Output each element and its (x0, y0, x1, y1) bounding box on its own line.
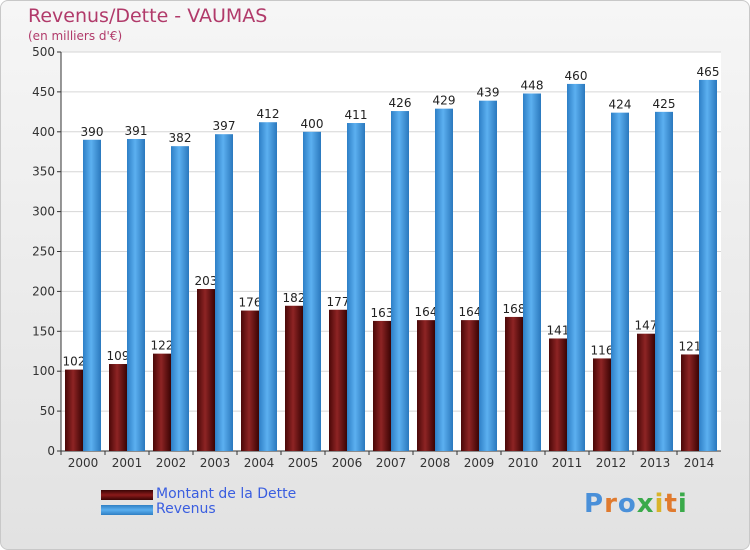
x-tick-label: 2008 (420, 456, 451, 470)
data-label-dette: 122 (151, 339, 174, 353)
x-tick-label: 2003 (200, 456, 231, 470)
bar-revenus (699, 79, 717, 452)
data-label-revenus: 382 (169, 131, 192, 145)
bar-revenus (347, 123, 365, 451)
bar-dette (417, 320, 435, 451)
bar-revenus (171, 146, 189, 451)
x-tick-label: 2014 (684, 456, 715, 470)
x-tick-label: 2013 (640, 456, 671, 470)
data-label-dette: 141 (547, 323, 570, 337)
proxiti-logo: Proxiti (584, 489, 688, 519)
bar-revenus (479, 100, 497, 451)
bar-dette (65, 369, 83, 451)
data-label-revenus: 439 (477, 86, 500, 100)
bar-dette (681, 354, 699, 451)
bar-revenus (611, 112, 629, 451)
y-tick-label: 250 (32, 245, 55, 259)
bar-revenus (655, 111, 673, 451)
data-label-dette: 176 (239, 296, 262, 310)
y-tick-label: 50 (40, 404, 55, 418)
legend-label-dette: Montant de la Dette (156, 486, 297, 502)
x-tick-label: 2011 (552, 456, 583, 470)
data-label-revenus: 411 (345, 108, 368, 122)
bar-dette (329, 309, 347, 451)
chart-title: Revenus/Dette - VAUMAS (28, 5, 268, 27)
bar-revenus (435, 108, 453, 452)
data-label-revenus: 465 (697, 65, 720, 79)
y-tick-label: 0 (47, 444, 55, 458)
bar-dette (285, 305, 303, 451)
bar-dette (637, 333, 655, 451)
bar-revenus (83, 139, 101, 451)
data-label-dette: 116 (591, 343, 614, 357)
y-tick-label: 500 (32, 45, 55, 59)
x-tick-label: 2009 (464, 456, 495, 470)
bar-dette (109, 364, 127, 451)
x-tick-label: 2004 (244, 456, 275, 470)
x-tick-label: 2010 (508, 456, 539, 470)
data-label-revenus: 460 (565, 69, 588, 83)
x-tick-label: 2007 (376, 456, 407, 470)
y-tick-label: 450 (32, 85, 55, 99)
bar-revenus (391, 111, 409, 451)
bar-dette (505, 316, 523, 451)
x-tick-label: 2001 (112, 456, 143, 470)
data-label-revenus: 448 (521, 78, 544, 92)
data-label-dette: 102 (63, 355, 86, 369)
y-tick-label: 200 (32, 284, 55, 298)
x-tick-label: 2000 (68, 456, 99, 470)
data-label-revenus: 424 (609, 98, 632, 112)
bar-revenus (259, 122, 277, 451)
data-label-dette: 147 (635, 319, 658, 333)
y-tick-label: 100 (32, 364, 55, 378)
data-label-dette: 121 (679, 339, 702, 353)
bar-revenus (215, 134, 233, 451)
bar-revenus (567, 83, 585, 452)
x-tick-label: 2002 (156, 456, 187, 470)
data-label-revenus: 425 (653, 97, 676, 111)
y-tick-label: 150 (32, 324, 55, 338)
legend-label-revenus: Revenus (156, 501, 216, 517)
y-tick-label: 400 (32, 125, 55, 139)
x-tick-label: 2005 (288, 456, 319, 470)
bar-dette (241, 310, 259, 451)
data-label-dette: 177 (327, 295, 350, 309)
bar-revenus (127, 138, 145, 451)
bar-dette (373, 320, 391, 451)
x-tick-label: 2006 (332, 456, 363, 470)
bar-dette (593, 358, 611, 451)
x-tick-label: 2012 (596, 456, 627, 470)
data-label-dette: 109 (107, 349, 130, 363)
bar-revenus (303, 131, 321, 452)
bar-dette (461, 320, 479, 451)
data-label-dette: 164 (415, 305, 438, 319)
bar-dette (153, 353, 171, 451)
data-label-dette: 203 (195, 274, 218, 288)
data-label-dette: 164 (459, 305, 482, 319)
data-label-dette: 182 (283, 291, 306, 305)
y-tick-label: 300 (32, 205, 55, 219)
data-label-revenus: 426 (389, 96, 412, 110)
bar-revenus (523, 93, 541, 451)
data-label-revenus: 390 (81, 125, 104, 139)
y-tick-label: 350 (32, 165, 55, 179)
bar-dette (549, 338, 567, 451)
data-label-revenus: 391 (125, 124, 148, 138)
chart-subtitle: (en milliers d'€) (28, 29, 123, 43)
data-label-revenus: 400 (301, 117, 324, 131)
bar-dette (197, 289, 215, 451)
data-label-dette: 163 (371, 306, 394, 320)
legend-swatch-dette (101, 490, 153, 500)
data-label-revenus: 412 (257, 107, 280, 121)
data-label-revenus: 429 (433, 94, 456, 108)
data-label-dette: 168 (503, 302, 526, 316)
legend-swatch-revenus (101, 505, 153, 515)
data-label-revenus: 397 (213, 119, 236, 133)
